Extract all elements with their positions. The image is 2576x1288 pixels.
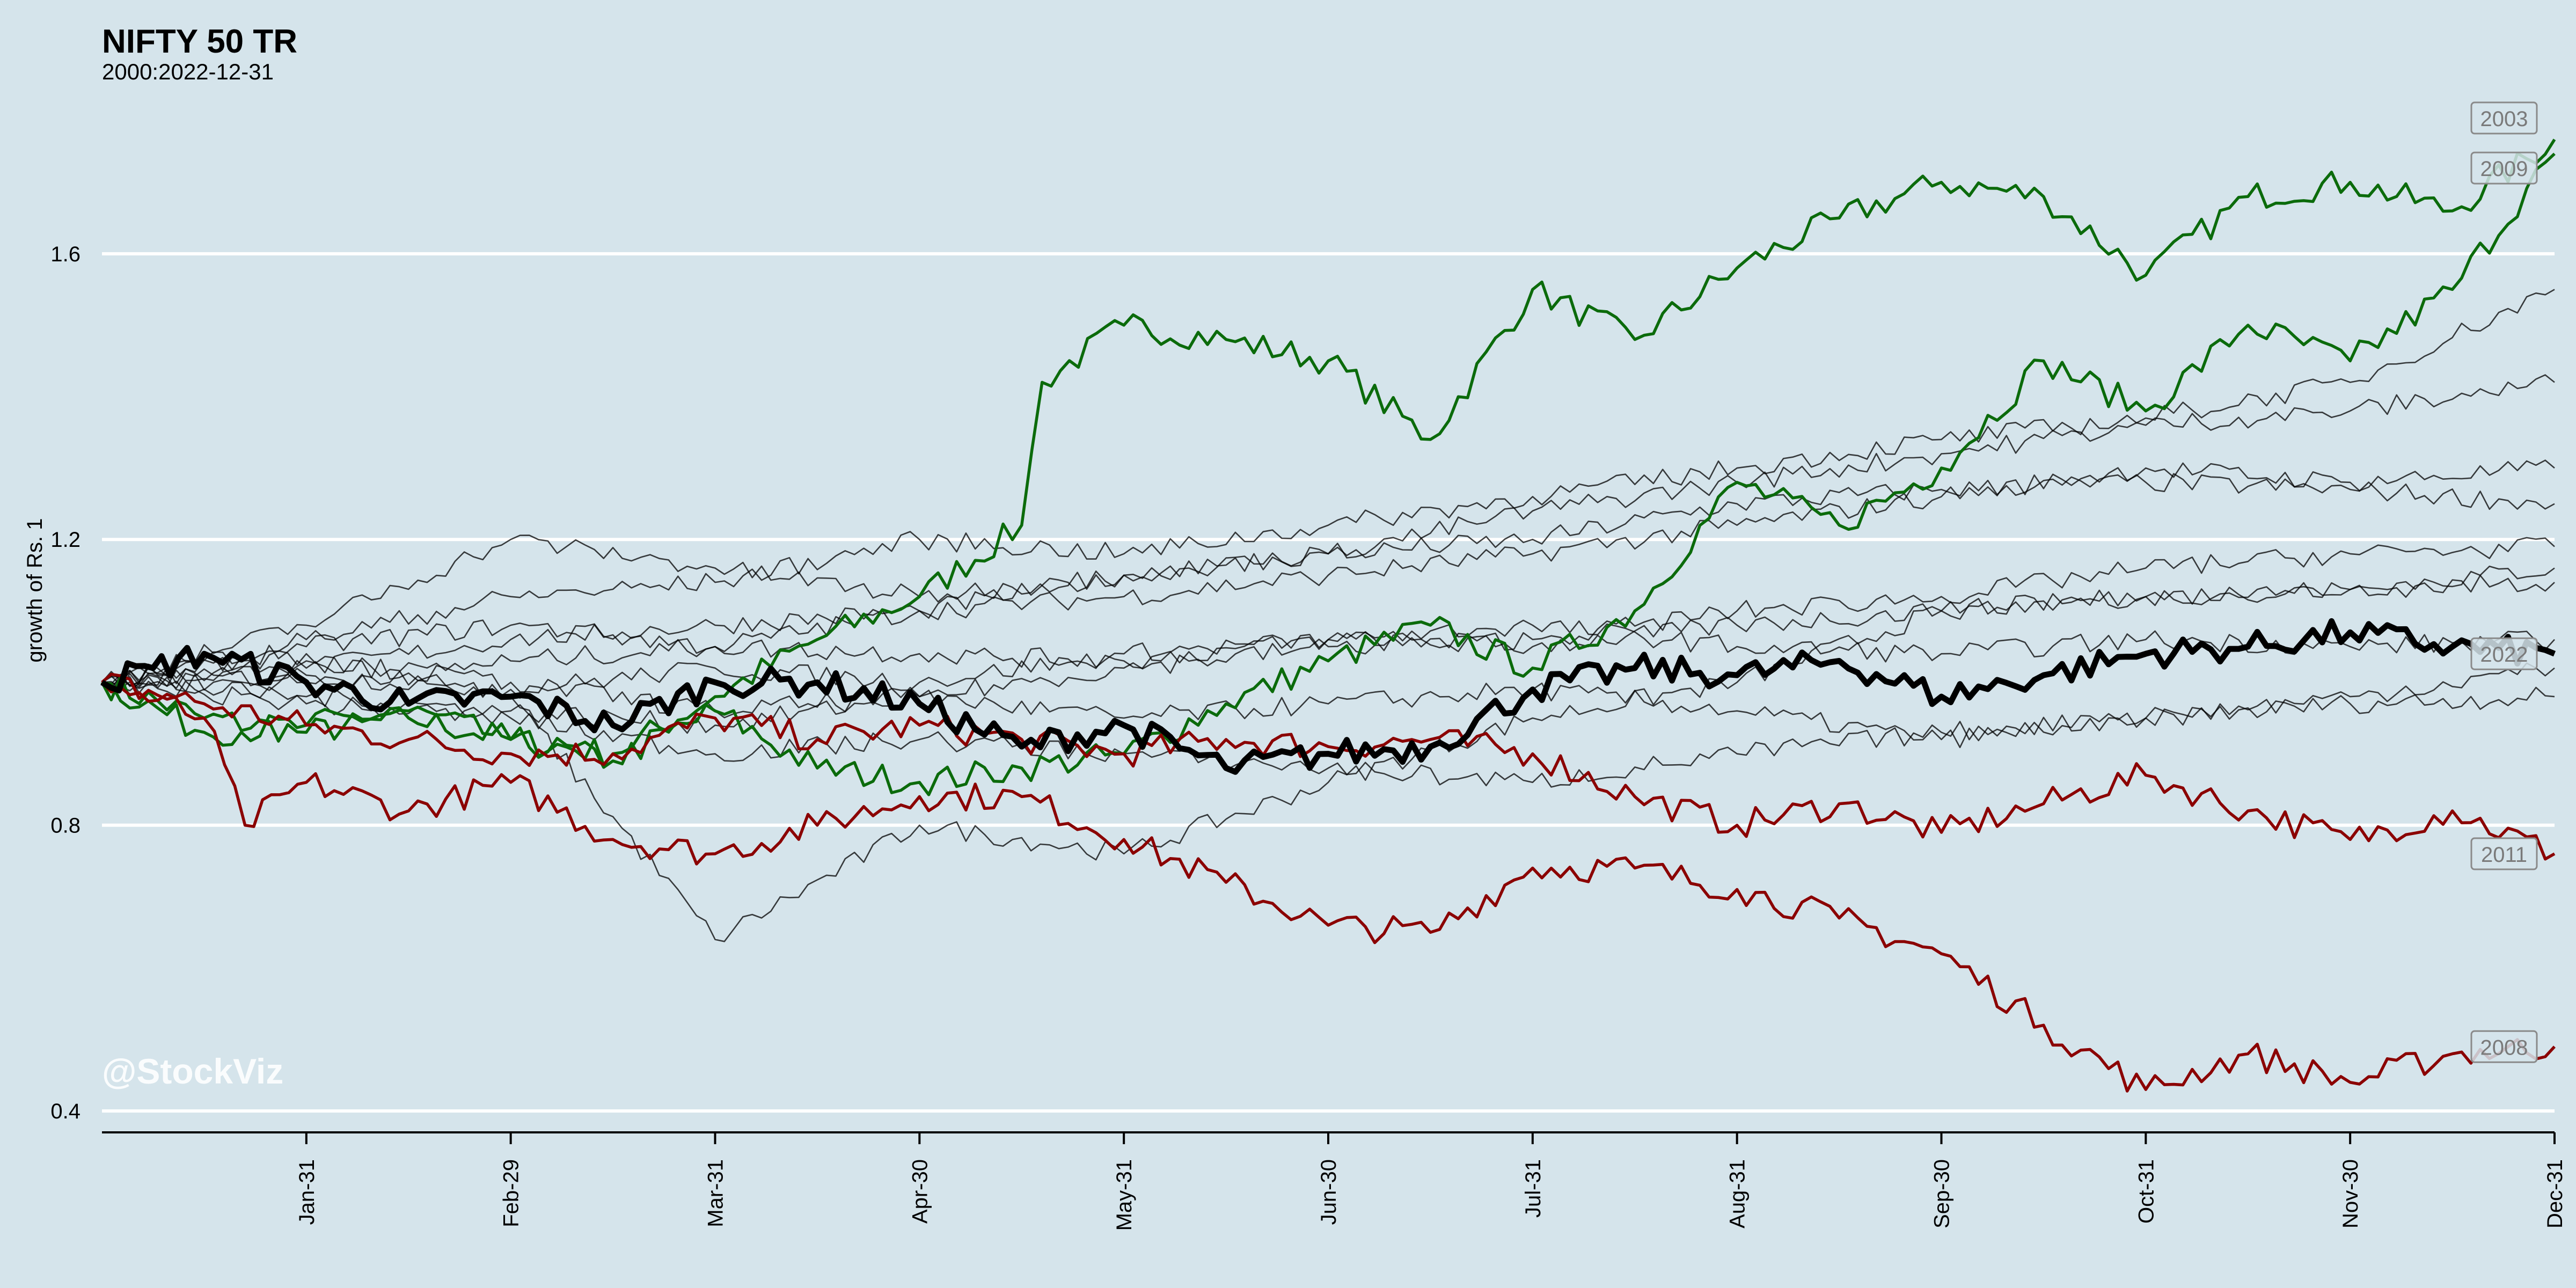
watermark: @StockViz [102,1051,284,1091]
series-line [101,662,2555,788]
x-tick-label: Mar-31 [704,1159,728,1227]
series-line-2009 [101,152,2556,796]
series-line-2022 [100,618,2556,775]
series-label: 2009 [2480,157,2528,181]
x-tick-label: Sep-30 [1930,1159,1954,1228]
series-label: 2011 [2481,843,2527,867]
y-tick-label: 0.4 [50,1100,80,1123]
x-axis: Jan-31 Feb-29 Mar-31 Apr-30 May-31 Jun-30 Jul-… [102,1131,2567,1231]
y-axis: 0.4 0.8 1.2 1.6 [50,243,80,1123]
x-tick-label: Jan-31 [295,1159,319,1225]
x-tick-label: Jun-30 [1317,1159,1341,1225]
y-axis-label: growth of Rs. 1 [23,518,47,662]
series-line [101,619,2555,692]
series-line [101,289,2555,686]
series-label-box [2470,101,2538,135]
series-line [101,459,2555,684]
series-label-box [2470,1030,2538,1063]
series-line [101,537,2555,719]
x-tick-label: Oct-31 [2134,1159,2158,1224]
x-tick-label: Apr-30 [908,1159,932,1224]
x-tick-label: Nov-30 [2339,1159,2362,1228]
x-tick-label: May-31 [1113,1159,1136,1231]
series-label: 2003 [2480,107,2528,131]
x-tick-label: Jul-31 [1521,1159,1545,1218]
series-line-2008 [101,681,2556,1093]
y-tick-label: 0.8 [50,814,80,838]
series-line [101,374,2555,686]
x-tick-label: Aug-31 [1726,1159,1750,1228]
x-tick-label: Dec-31 [2543,1159,2567,1228]
series-label-box [2470,637,2538,670]
x-tick-label: Feb-29 [500,1159,523,1227]
y-tick-label: 1.2 [50,528,80,552]
y-tick-label: 1.6 [50,243,80,266]
series-group-highlighted [100,138,2556,1093]
series-label: 2008 [2480,1036,2528,1059]
chart-title: NIFTY 50 TR [102,23,298,60]
series-line-2011 [101,672,2556,861]
series-end-labels: 2003 2009 2011 2008 2022 [2470,101,2538,1063]
series-label-box [2470,837,2538,870]
series-label-box [2470,151,2538,185]
chart-subtitle: 2000:2022-12-31 [102,59,274,84]
series-label: 2022 [2480,643,2528,667]
